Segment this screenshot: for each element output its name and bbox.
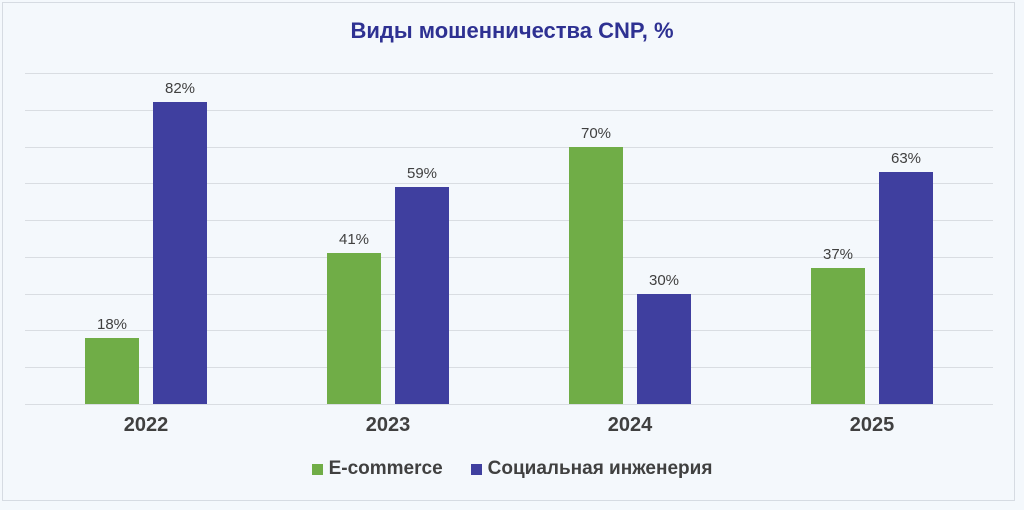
gridline [25,109,993,111]
data-label: 63% [890,150,922,168]
gridline [25,367,993,369]
bar-ecommerce-2024 [569,146,623,404]
gridline [25,220,993,222]
gridline [25,293,993,295]
data-label: 70% [580,124,612,142]
data-label: 41% [338,231,370,249]
gridline [25,330,993,332]
bar-ecommerce-2022 [85,337,139,404]
x-tick-label: 2025 [849,414,895,436]
bar-social-engineering-2024 [637,293,691,404]
legend: E-commerce Социальная инженерия [0,458,1024,480]
bar-social-engineering-2023 [395,187,449,404]
legend-item-ecommerce: E-commerce [311,458,443,480]
gridline [25,73,993,74]
legend-label: Социальная инженерия [487,458,713,479]
data-label: 59% [406,165,438,182]
data-label: 82% [164,80,196,98]
legend-item-social-engineering: Социальная инженерия [470,458,713,480]
data-label: 30% [648,271,680,289]
x-tick-label: 2024 [607,414,653,436]
gridline [25,183,993,185]
legend-swatch-icon [311,463,323,475]
data-label: 37% [822,245,854,263]
plot-area: 18% 82% 41% 59% 70% 30% 37% 63% [25,73,993,405]
legend-swatch-icon [470,463,482,475]
x-tick-label: 2022 [123,414,169,436]
x-tick-label: 2023 [365,414,411,436]
data-label: 18% [96,315,128,333]
bar-social-engineering-2022 [153,102,207,404]
bar-ecommerce-2025 [811,267,865,404]
chart-title: Виды мошенничества CNP, % [350,18,674,43]
legend-label: E-commerce [328,458,443,479]
gridline [25,404,993,405]
bar-ecommerce-2023 [327,253,381,404]
gridline [25,256,993,258]
gridline [25,146,993,148]
bar-social-engineering-2025 [879,172,933,404]
